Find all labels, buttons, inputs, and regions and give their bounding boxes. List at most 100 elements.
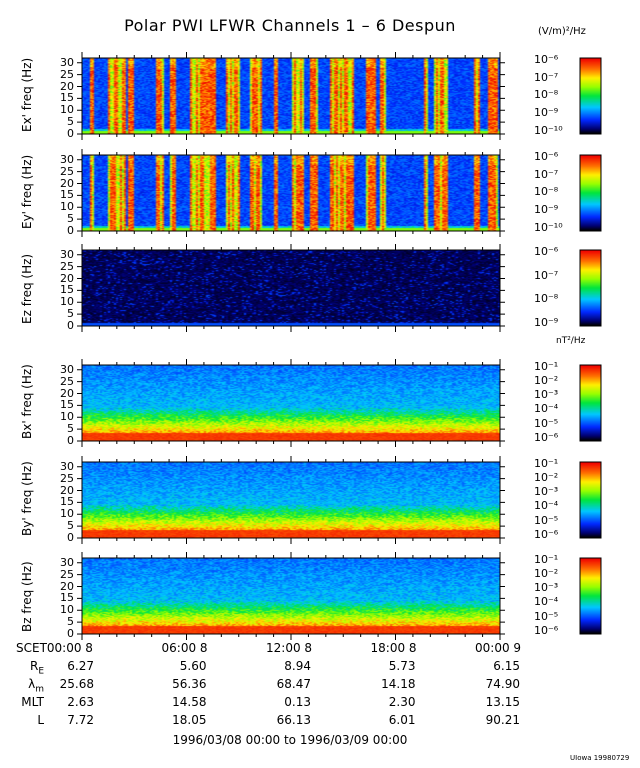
ephemeris-label: L xyxy=(8,713,44,727)
colorbar-tick-label: 10⁻⁵ xyxy=(534,416,559,430)
time-tick-label: SCET00:00 8 xyxy=(16,641,93,655)
credit-label: UIowa 19980729 xyxy=(570,754,630,762)
y-tick-label: 5 xyxy=(67,115,74,129)
spectrogram-ez-frame xyxy=(77,244,505,332)
spectrogram-ex-frame xyxy=(77,52,505,140)
colorbar-tick-label: 10⁻⁷ xyxy=(534,268,559,282)
ephemeris-label-sub: E xyxy=(38,666,44,677)
y-tick-label: 30 xyxy=(60,247,74,261)
y-tick-label: 15 xyxy=(60,91,74,105)
ephemeris-value: 74.90 xyxy=(485,677,520,691)
colorbar-border xyxy=(579,461,602,539)
ephemeris-value: 68.47 xyxy=(276,677,311,691)
y-tick-label: 0 xyxy=(67,434,74,447)
spectrogram-bz-frame xyxy=(77,552,505,640)
spectrogram-bx-frame xyxy=(77,359,505,447)
ex-colorbar-frame xyxy=(579,57,602,135)
colorbar-tick-label: 10⁻¹⁰ xyxy=(534,220,563,234)
panel-border xyxy=(81,557,501,635)
colorbar-tick-label: 10⁻⁸ xyxy=(534,88,559,102)
colorbar-tick-label: 10⁻⁵ xyxy=(534,609,559,623)
y-tick-label: 10 xyxy=(60,200,74,214)
ephemeris-value: 56.36 xyxy=(172,677,207,691)
y-tick-label: 30 xyxy=(60,555,74,569)
colorbar-tick-label: 10⁻³ xyxy=(534,388,559,402)
y-tick-label: 15 xyxy=(60,591,74,605)
colorbar-tick-label: 10⁻⁴ xyxy=(534,402,559,416)
colorbar-tick-label: 10⁻² xyxy=(534,374,559,388)
spectrogram-bx xyxy=(82,365,500,441)
y-tick-label: 25 xyxy=(60,259,74,273)
colorbar-border xyxy=(579,249,602,327)
time-tick-label: 12:00 8 xyxy=(266,641,313,655)
ephemeris-label-sub: m xyxy=(35,684,44,695)
ephemeris-value: 6.27 xyxy=(67,659,94,673)
ey-colorbar xyxy=(580,155,601,231)
bx-colorbar-gradient xyxy=(580,365,601,441)
ez-colorbar-frame xyxy=(579,249,602,327)
panel-border xyxy=(81,461,501,539)
spectrogram-ez xyxy=(82,250,500,326)
y-tick-label: 0 xyxy=(67,319,74,332)
ez-colorbar xyxy=(580,250,601,326)
spectrogram-by xyxy=(82,462,500,538)
ephemeris-label-main: L xyxy=(37,713,44,727)
ephemeris-label-main: λ xyxy=(28,677,36,691)
colorbar-tick-label: 10⁻¹ xyxy=(534,457,559,470)
ephemeris-value: 25.68 xyxy=(59,677,94,691)
by-colorbar-gradient xyxy=(580,462,601,538)
y-tick-label: 15 xyxy=(60,495,74,509)
colorbar-tick-label: 10⁻² xyxy=(534,567,559,581)
bz-colorbar xyxy=(580,558,601,634)
colorbar-tick-label: 10⁻⁴ xyxy=(534,499,559,513)
y-tick-label: 5 xyxy=(67,212,74,226)
y-tick-label: 30 xyxy=(60,152,74,166)
y-tick-label: 0 xyxy=(67,531,74,544)
colorbar-tick-label: 10⁻⁶ xyxy=(534,527,559,541)
ephemeris-value: 5.73 xyxy=(388,659,416,673)
spectrogram-by-frame xyxy=(77,456,505,544)
colorbar-tick-label: 10⁻³ xyxy=(534,581,559,595)
colorbar-tick-label: 10⁻¹ xyxy=(534,553,559,566)
colorbar-border xyxy=(579,154,602,232)
colorbar-tick-label: 10⁻⁶ xyxy=(534,245,559,258)
y-tick-label: 30 xyxy=(60,459,74,473)
y-tick-label: 15 xyxy=(60,283,74,297)
ephemeris-value: 66.13 xyxy=(276,713,311,727)
y-tick-label: 0 xyxy=(67,627,74,640)
y-tick-label: 5 xyxy=(67,615,74,629)
ephemeris-value: 8.94 xyxy=(284,659,311,673)
y-tick-label: 10 xyxy=(60,603,74,617)
spectrogram-bx-image xyxy=(82,365,500,441)
colorbar-tick-label: 10⁻⁴ xyxy=(534,595,559,609)
ey-colorbar-frame xyxy=(579,154,602,232)
ephemeris-value: 6.15 xyxy=(493,659,520,673)
y-tick-label: 20 xyxy=(60,271,74,285)
ephemeris-value: 2.63 xyxy=(67,695,94,709)
y-tick-label: 25 xyxy=(60,567,74,581)
bx-colorbar-frame xyxy=(579,364,602,442)
chart-title: Polar PWI LFWR Channels 1 – 6 Despun xyxy=(124,16,456,35)
by-colorbar xyxy=(580,462,601,538)
y-tick-label: 20 xyxy=(60,176,74,190)
spectrogram-ex xyxy=(82,58,500,134)
y-tick-label: 10 xyxy=(60,410,74,424)
colorbar-border xyxy=(579,57,602,135)
colorbar-tick-label: 10⁻¹⁰ xyxy=(534,123,563,137)
y-tick-label: 25 xyxy=(60,67,74,81)
magnetic-units-label: nT²/Hz xyxy=(556,336,586,346)
bx-colorbar xyxy=(580,365,601,441)
panel-border xyxy=(81,154,501,232)
colorbar-tick-label: 10⁻¹ xyxy=(534,360,559,373)
colorbar-tick-label: 10⁻⁸ xyxy=(534,292,559,306)
y-tick-label: 5 xyxy=(67,307,74,321)
ephemeris-value: 6.01 xyxy=(388,713,416,727)
spectrogram-bz xyxy=(82,558,500,634)
ephemeris-value: 14.18 xyxy=(381,677,416,691)
spectrogram-bz-image xyxy=(82,558,500,634)
colorbar-tick-label: 10⁻⁶ xyxy=(534,430,559,444)
colorbar-tick-label: 10⁻⁸ xyxy=(534,185,559,199)
ephemeris-value: 7.72 xyxy=(67,713,94,727)
y-tick-label: 20 xyxy=(60,579,74,593)
ephemeris-value: 0.13 xyxy=(284,695,311,709)
